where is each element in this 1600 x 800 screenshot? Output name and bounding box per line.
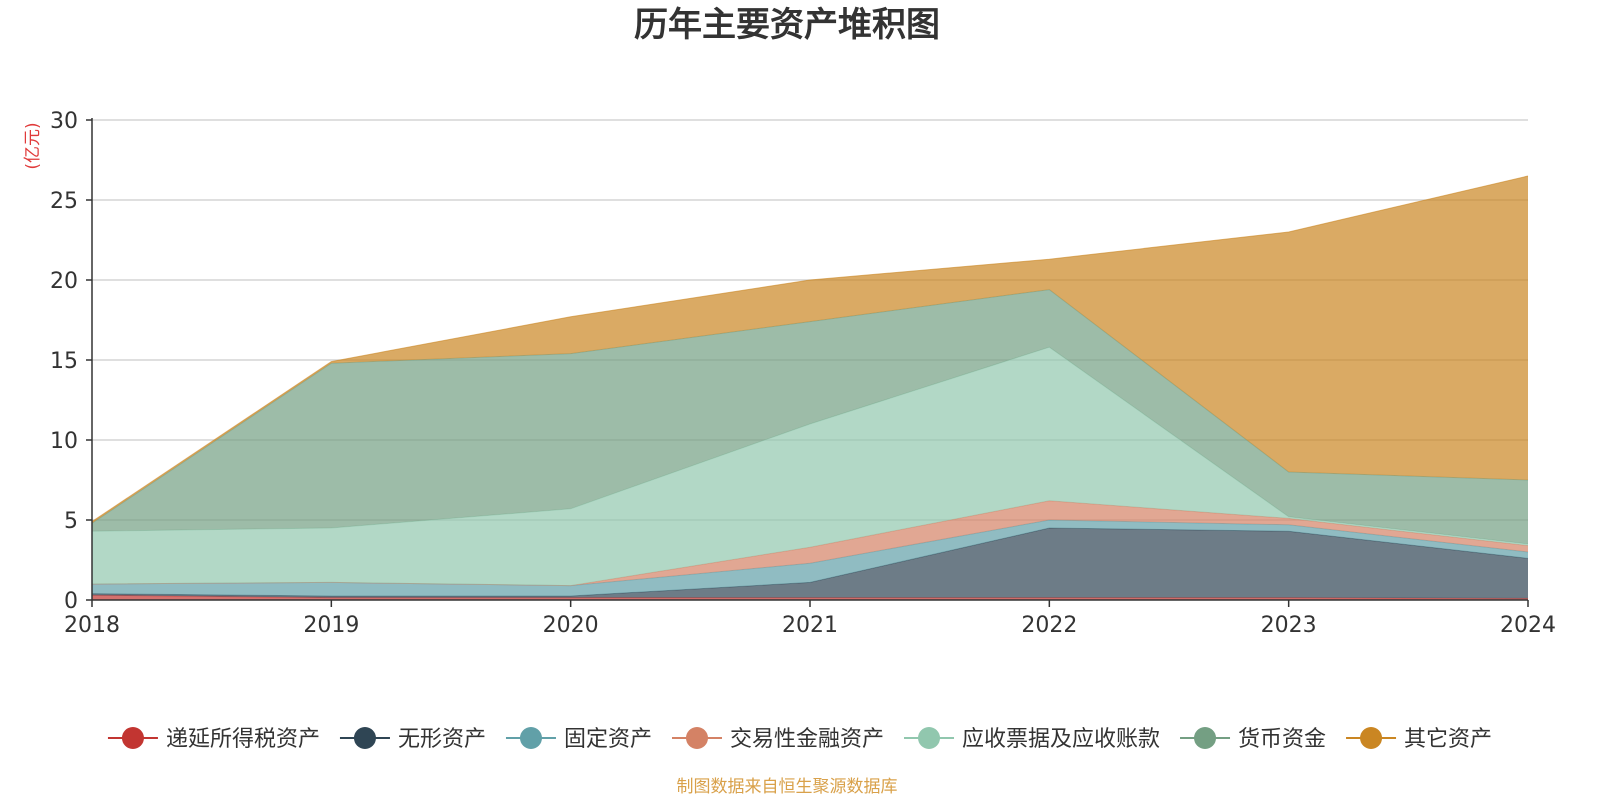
y-tick-label: 15 bbox=[50, 349, 78, 374]
legend-item-7[interactable]: 其它资产 bbox=[1346, 727, 1492, 752]
legend[interactable]: 递延所得税资产 无形资产 固定资产 交易性金融资产 应收票据及应收账款 货币资金 其它资产 bbox=[107, 727, 1492, 752]
legend-label: 其它资产 bbox=[1404, 727, 1492, 752]
area-series-7-line bbox=[91, 175, 1529, 523]
y-axis-unit-label: (亿元) bbox=[23, 122, 43, 169]
x-tick-label: 2021 bbox=[782, 613, 838, 638]
x-tick-label: 2024 bbox=[1500, 613, 1556, 638]
y-tick-label: 30 bbox=[50, 109, 78, 134]
stacked-areas bbox=[91, 175, 1529, 600]
legend-label: 应收票据及应收账款 bbox=[962, 727, 1160, 752]
axes bbox=[86, 118, 1529, 607]
legend-item-2[interactable]: 无形资产 bbox=[339, 727, 486, 752]
x-tick-label: 2020 bbox=[543, 613, 599, 638]
y-tick-label: 25 bbox=[50, 189, 78, 214]
legend-label: 固定资产 bbox=[564, 727, 652, 752]
legend-marker-icon bbox=[918, 727, 941, 749]
y-axis-tick-labels: 0 5 10 15 20 25 30 bbox=[50, 109, 78, 614]
legend-label: 货币资金 bbox=[1238, 727, 1326, 752]
area-series-2[interactable] bbox=[92, 528, 1528, 599]
legend-label: 无形资产 bbox=[398, 727, 486, 752]
legend-item-4[interactable]: 交易性金融资产 bbox=[671, 727, 884, 752]
x-axis-tick-labels: 2018 2019 2020 2021 2022 2023 2024 bbox=[64, 613, 1556, 638]
area-series-7[interactable] bbox=[92, 176, 1528, 524]
y-tick-label: 5 bbox=[64, 509, 78, 534]
area-series-5[interactable] bbox=[92, 347, 1528, 586]
legend-marker-icon bbox=[353, 727, 376, 749]
legend-label: 递延所得税资产 bbox=[166, 727, 320, 752]
y-tick-label: 0 bbox=[64, 589, 78, 614]
legend-item-3[interactable]: 固定资产 bbox=[505, 727, 652, 752]
area-series-3[interactable] bbox=[92, 520, 1528, 596]
legend-marker-icon bbox=[121, 727, 144, 749]
y-tick-label: 20 bbox=[50, 269, 78, 294]
y-tick-label: 10 bbox=[50, 429, 78, 454]
legend-label: 交易性金融资产 bbox=[730, 727, 884, 752]
legend-item-6[interactable]: 货币资金 bbox=[1180, 727, 1326, 752]
x-tick-label: 2022 bbox=[1021, 613, 1077, 638]
legend-marker-icon bbox=[1194, 727, 1217, 749]
legend-marker-icon bbox=[519, 727, 542, 749]
legend-item-5[interactable]: 应收票据及应收账款 bbox=[904, 727, 1160, 752]
area-series-6[interactable] bbox=[92, 289, 1528, 544]
x-tick-label: 2019 bbox=[303, 613, 359, 638]
x-tick-label: 2023 bbox=[1261, 613, 1317, 638]
chart-title: 历年主要资产堆积图 bbox=[634, 5, 940, 45]
data-source-note: 制图数据来自恒生聚源数据库 bbox=[677, 777, 898, 797]
area-series-4[interactable] bbox=[92, 500, 1528, 586]
legend-item-1[interactable]: 递延所得税资产 bbox=[107, 727, 320, 752]
legend-marker-icon bbox=[685, 727, 708, 749]
legend-marker-icon bbox=[1360, 727, 1383, 749]
x-tick-label: 2018 bbox=[64, 613, 120, 638]
